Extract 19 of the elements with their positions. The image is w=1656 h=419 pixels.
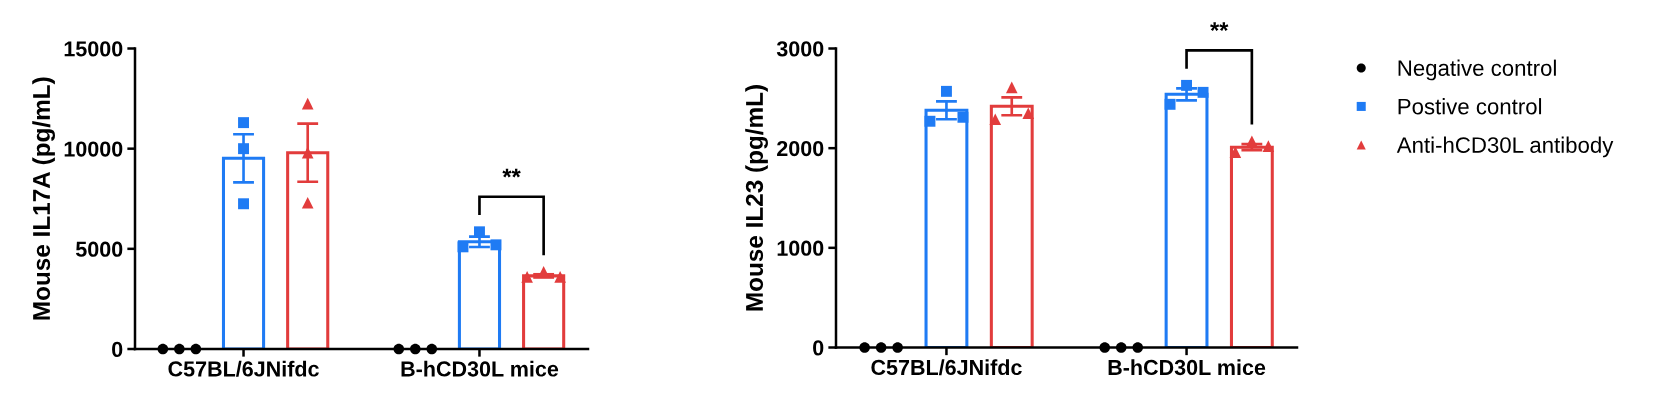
- x-tick-label: B-hCD30L mice: [1108, 359, 1266, 376]
- legend-label: Anti-hCD30L antibody: [1396, 136, 1614, 158]
- y-tick-label: 3000: [776, 41, 824, 57]
- text: **: [1210, 22, 1229, 32]
- y-axis-title: Mouse IL23 (pg/mL): [745, 85, 768, 311]
- x-tick-label: B-hCD30L mice: [401, 360, 559, 377]
- y-tick-label: 1000: [777, 240, 824, 256]
- y-tick-label: 15000: [64, 41, 123, 57]
- y-tick-label: 5000: [75, 241, 123, 257]
- y-tick-label: 0: [813, 340, 824, 356]
- annotation: **: [502, 168, 521, 178]
- y-tick-label: 2000: [777, 140, 824, 157]
- legend-label: Postive control: [1398, 98, 1542, 115]
- y-tick-label: 10000: [64, 141, 123, 157]
- x-tick-label: C57BL/6JNifdc: [168, 360, 319, 377]
- y-tick-label: 0: [112, 341, 123, 358]
- legend-label: Negative control: [1398, 59, 1556, 81]
- x-tick-label: C57BL/6JNifdc: [871, 359, 1022, 376]
- y-axis-title: Mouse IL17A (pg/mL): [32, 77, 55, 320]
